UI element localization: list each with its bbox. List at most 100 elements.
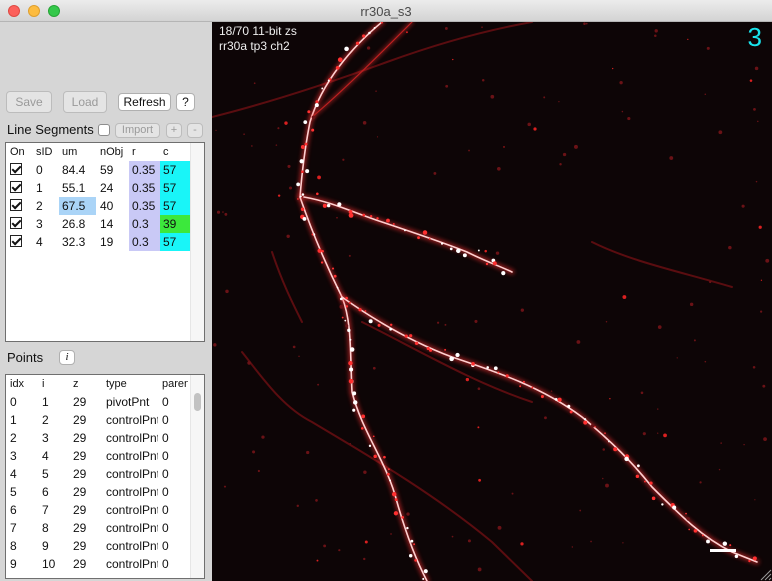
background-speckle — [585, 22, 588, 25]
table-row[interactable]: 3 26.8 14 0.3 39 — [6, 215, 204, 233]
column-header[interactable]: idx — [10, 378, 25, 390]
spine-punctum — [335, 66, 340, 70]
spine-punctum — [492, 261, 497, 266]
segments-scrollbar[interactable] — [190, 143, 204, 341]
point-z: 29 — [73, 503, 87, 517]
title-bar[interactable]: rr30a_s3 — [0, 0, 772, 22]
spine-punctum — [394, 498, 398, 502]
refresh-button[interactable]: Refresh — [118, 93, 171, 111]
column-header[interactable]: type — [106, 378, 127, 390]
background-speckle — [213, 343, 217, 347]
segment-on-checkbox[interactable] — [10, 217, 22, 229]
column-header[interactable]: parent — [162, 378, 188, 390]
table-row[interactable]: 7 8 29 controlPnt 0 — [6, 519, 204, 537]
spine-punctum — [311, 233, 314, 236]
save-button[interactable]: Save — [6, 91, 52, 113]
scroll-thumb[interactable] — [194, 393, 201, 411]
table-row[interactable]: 6 7 29 controlPnt 0 — [6, 501, 204, 519]
points-scrollbar[interactable] — [190, 375, 204, 578]
points-table[interactable]: idx i z type parent 0129pivotPnt01229con… — [5, 374, 205, 579]
spine-punctum — [493, 366, 498, 371]
remove-segment-button[interactable]: - — [187, 123, 203, 138]
point-parent: 0 — [162, 449, 169, 463]
dendrite-branch — [341, 296, 758, 563]
segment-radius: 0.3 — [129, 233, 162, 251]
point-i: 1 — [42, 395, 49, 409]
column-header[interactable]: um — [62, 146, 78, 158]
import-button[interactable]: Import — [115, 123, 160, 138]
segment-object-count: 24 — [100, 181, 114, 195]
table-row[interactable]: 3 4 29 controlPnt 0 — [6, 447, 204, 465]
close-window-button[interactable] — [8, 5, 20, 17]
background-speckle — [704, 360, 707, 363]
background-speckle — [451, 535, 454, 538]
background-speckle — [311, 115, 316, 120]
spine-punctum — [344, 319, 347, 322]
spine-punctum — [429, 348, 433, 352]
column-header[interactable]: nObj — [100, 146, 124, 158]
background-speckle — [743, 443, 745, 446]
spine-punctum — [369, 215, 373, 218]
table-row[interactable]: 1 55.1 24 0.35 57 — [6, 179, 204, 197]
spine-punctum — [345, 296, 348, 300]
line-segments-toggle-checkbox[interactable] — [98, 124, 110, 136]
table-row[interactable]: 4 5 29 controlPnt 0 — [6, 465, 204, 483]
image-viewer[interactable]: 18/70 11-bit zs rr30a tp3 ch2 3 — [212, 22, 772, 581]
info-button[interactable]: i — [59, 350, 75, 365]
background-speckle — [284, 121, 288, 125]
background-speckle — [277, 127, 280, 130]
load-button[interactable]: Load — [63, 91, 107, 113]
point-z: 29 — [73, 467, 87, 481]
point-index: 7 — [10, 521, 17, 535]
background-speckle — [579, 509, 582, 512]
minimize-window-button[interactable] — [28, 5, 40, 17]
segment-on-checkbox[interactable] — [10, 163, 22, 175]
table-row[interactable]: 0 84.4 59 0.35 57 — [6, 161, 204, 179]
segment-length: 67.5 — [59, 197, 96, 215]
resize-grip-icon[interactable] — [758, 567, 772, 581]
add-segment-button[interactable]: + — [166, 123, 182, 138]
table-row[interactable]: 2 67.5 40 0.35 57 — [6, 197, 204, 215]
column-header[interactable]: On — [10, 146, 25, 158]
table-row[interactable]: 1 2 29 controlPnt 0 — [6, 411, 204, 429]
background-speckle — [481, 78, 485, 82]
column-header[interactable]: r — [132, 146, 136, 158]
column-header[interactable]: z — [73, 378, 79, 390]
point-parent: 0 — [162, 521, 169, 535]
spine-punctum — [314, 103, 319, 108]
table-row[interactable]: 0 1 29 pivotPnt 0 — [6, 393, 204, 411]
column-header[interactable]: i — [42, 378, 45, 390]
background-speckle — [445, 84, 449, 88]
line-segments-table[interactable]: On sID um nObj r c 0 84.4 59 0.35 57 1 55.1 24 0… — [5, 142, 205, 342]
spine-punctum — [522, 380, 525, 383]
segment-id: 4 — [36, 235, 43, 249]
table-row[interactable]: 9 10 29 controlPnt 0 — [6, 555, 204, 573]
table-row[interactable]: 4 32.3 19 0.3 57 — [6, 233, 204, 251]
background-speckle — [669, 156, 674, 160]
column-header[interactable]: sID — [36, 146, 53, 158]
spine-punctum — [531, 386, 534, 389]
segment-on-checkbox[interactable] — [10, 181, 22, 193]
table-row[interactable]: 5 6 29 controlPnt 0 — [6, 483, 204, 501]
help-button[interactable]: ? — [176, 93, 195, 111]
spine-punctum — [594, 426, 596, 428]
table-row[interactable]: 2 3 29 controlPnt 0 — [6, 429, 204, 447]
column-header[interactable]: c — [163, 146, 169, 158]
background-speckle — [366, 46, 371, 50]
spine-punctum — [304, 142, 308, 146]
spine-punctum — [348, 360, 353, 366]
background-speckle — [654, 29, 658, 33]
segment-on-checkbox[interactable] — [10, 235, 22, 247]
spine-punctum — [392, 223, 395, 225]
segment-color-value: 57 — [160, 197, 193, 215]
background-speckle — [296, 504, 299, 508]
background-speckle — [533, 127, 537, 131]
maximize-window-button[interactable] — [48, 5, 60, 17]
segment-on-checkbox[interactable] — [10, 199, 22, 211]
background-speckle — [642, 432, 646, 436]
spine-punctum — [485, 262, 489, 266]
background-speckle — [511, 492, 514, 495]
background-speckle — [619, 80, 623, 85]
spine-punctum — [404, 334, 408, 338]
table-row[interactable]: 8 9 29 controlPnt 0 — [6, 537, 204, 555]
